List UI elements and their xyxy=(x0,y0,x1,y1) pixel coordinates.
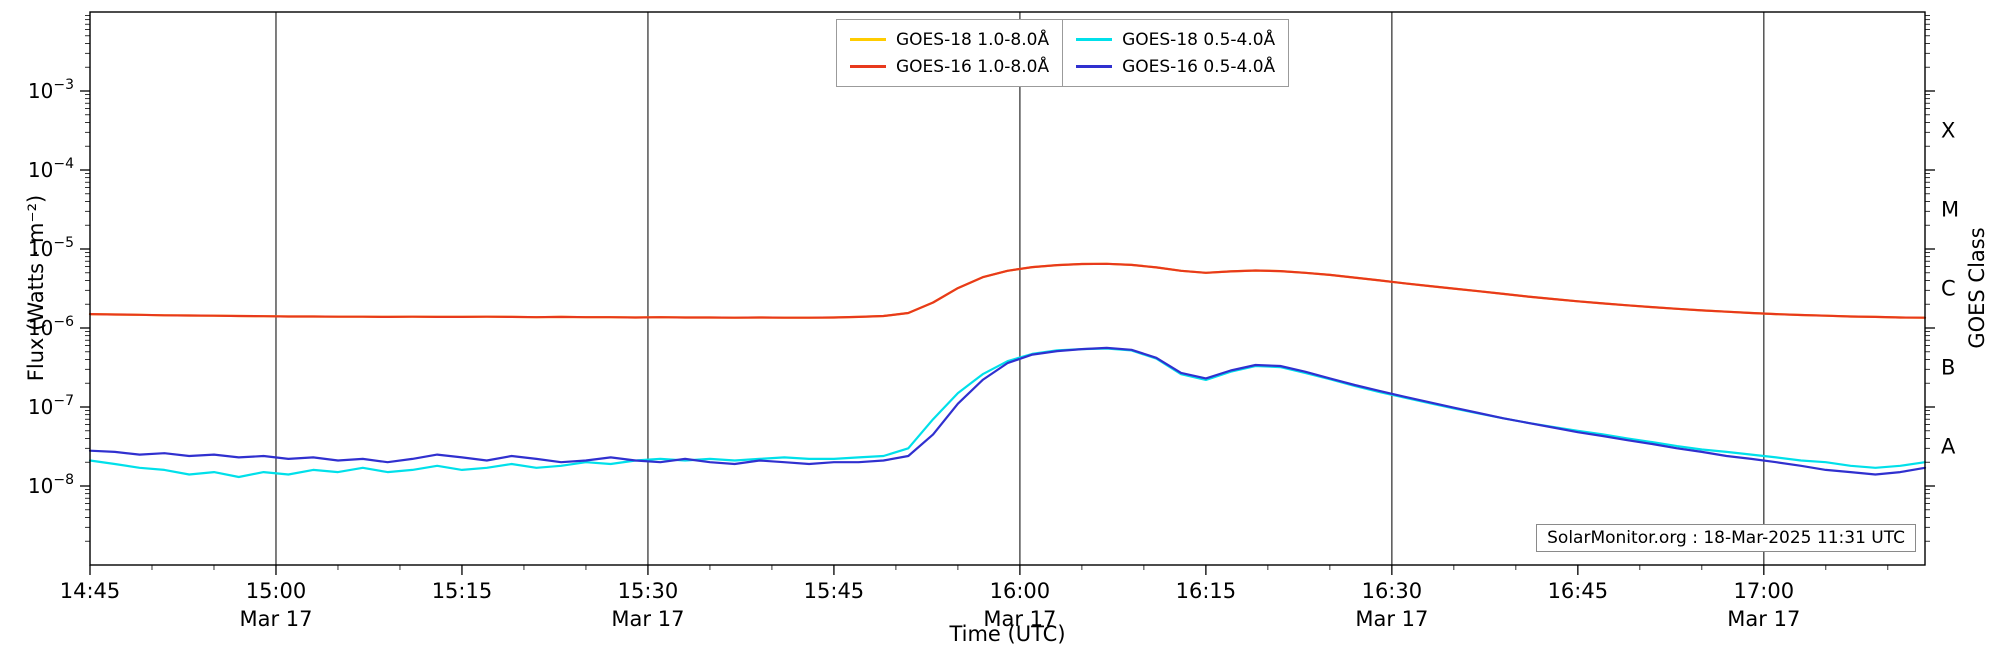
goes-class-letter-c: C xyxy=(1941,277,1956,301)
y-tick-label: 10−7 xyxy=(28,393,74,419)
y-tick-label: 10−6 xyxy=(28,314,74,340)
legend-item-goes-16-0-5-4-0: GOES-16 0.5-4.0Å xyxy=(1076,53,1275,80)
x-tick-label: 15:15 xyxy=(432,579,493,603)
legend-series-label: GOES-18 1.0-8.0Å xyxy=(896,29,1050,50)
legend-series-label: GOES-16 0.5-4.0Å xyxy=(1122,56,1276,77)
solarmonitor-timestamp-annotation: SolarMonitor.org : 18-Mar-2025 11:31 UTC xyxy=(1536,524,1916,552)
series-line-goes-18-0-5-4-0 xyxy=(88,347,1927,479)
x-axis-title: Time (UTC) xyxy=(949,622,1066,646)
y-tick-label: 10−3 xyxy=(28,77,74,103)
goes-class-letter-b: B xyxy=(1941,356,1955,380)
plot-frame xyxy=(89,11,1926,566)
legend-column: GOES-18 0.5-4.0Å GOES-16 0.5-4.0Å xyxy=(1062,19,1290,87)
x-date-label: Mar 17 xyxy=(983,607,1056,631)
axis-ticks-and-labels: 10−3 10−4 10−5 10−6 10−7 10−8 14:45 15:00 15:15 1… xyxy=(28,15,1959,631)
legend-line-swatch xyxy=(1076,38,1113,41)
x-tick-label: 16:15 xyxy=(1176,579,1237,603)
legend-line-swatch xyxy=(850,38,886,41)
goes-class-letter-a: A xyxy=(1941,435,1956,459)
vertical-gridlines xyxy=(275,12,1765,565)
legend-series-label: GOES-18 0.5-4.0Å xyxy=(1122,29,1276,50)
x-tick-label: 16:45 xyxy=(1548,579,1609,603)
x-tick-label: 14:45 xyxy=(60,579,121,603)
legend-column: GOES-18 1.0-8.0Å GOES-16 1.0-8.0Å xyxy=(836,19,1064,87)
legend-line-swatch xyxy=(850,65,886,68)
y-tick-label: 10−4 xyxy=(28,156,74,182)
x-date-label: Mar 17 xyxy=(1727,607,1800,631)
series-line-goes-16-1-0-8-0 xyxy=(88,262,1927,319)
y-axis-title-goes-class: GOES Class xyxy=(1965,227,1989,349)
series-line-goes-16-0-5-4-0 xyxy=(88,346,1927,476)
x-tick-label: 15:45 xyxy=(804,579,865,603)
x-date-label: Mar 17 xyxy=(239,607,312,631)
legend-item-goes-16-1-0-8-0: GOES-16 1.0-8.0Å xyxy=(850,53,1049,80)
y-axis-title-flux: Flux (Watts · m⁻²) xyxy=(24,194,48,382)
x-tick-label: 16:30 xyxy=(1362,579,1423,603)
x-tick-label: 16:00 xyxy=(990,579,1051,603)
legend: GOES-18 1.0-8.0Å GOES-16 1.0-8.0Å GOES-18 … xyxy=(836,19,1290,87)
legend-item-goes-18-1-0-8-0: GOES-18 1.0-8.0Å xyxy=(850,26,1049,53)
goes-class-letter-m: M xyxy=(1941,198,1959,222)
x-date-label: Mar 17 xyxy=(1355,607,1428,631)
x-tick-label: 17:00 xyxy=(1734,579,1795,603)
x-date-label: Mar 17 xyxy=(611,607,684,631)
x-tick-label: 15:00 xyxy=(246,579,307,603)
goes-class-letter-x: X xyxy=(1941,119,1955,143)
legend-line-swatch xyxy=(1076,65,1113,68)
y-tick-label: 10−8 xyxy=(28,472,74,498)
legend-series-label: GOES-16 1.0-8.0Å xyxy=(896,56,1050,77)
legend-item-goes-18-0-5-4-0: GOES-18 0.5-4.0Å xyxy=(1076,26,1275,53)
y-tick-label: 10−5 xyxy=(28,235,74,261)
series-lines xyxy=(88,262,1927,479)
x-tick-label: 15:30 xyxy=(618,579,679,603)
